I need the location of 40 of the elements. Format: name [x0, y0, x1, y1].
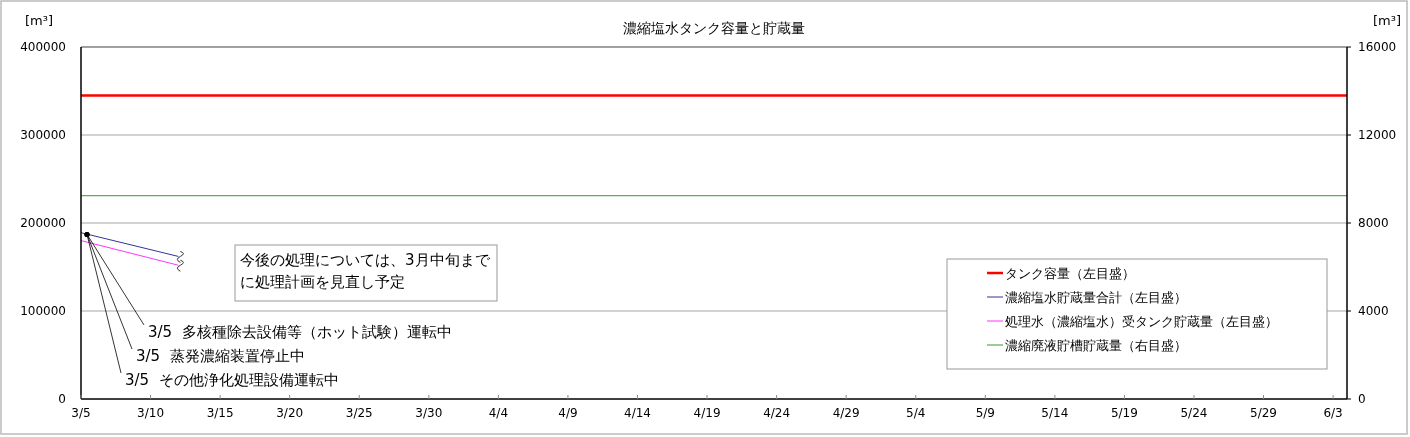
x-tick-label: 6/3	[1323, 406, 1343, 420]
x-tick-label: 3/25	[345, 406, 373, 420]
x-tick-label: 5/24	[1180, 406, 1208, 420]
x-tick-label: 5/29	[1250, 406, 1277, 420]
x-tick-label: 5/19	[1110, 406, 1138, 420]
annotation: 3/5 その他浄化処理設備運転中	[125, 371, 339, 389]
x-tick-label: 3/30	[415, 406, 443, 420]
x-tick-label: 3/20	[276, 406, 304, 420]
y-tick-label: 200000	[20, 216, 66, 230]
x-tick-label: 3/10	[137, 406, 165, 420]
x-tick-label: 5/9	[975, 406, 995, 420]
x-tick-label: 4/19	[693, 406, 721, 420]
x-tick-label: 5/4	[906, 406, 926, 420]
x-tick-label: 4/29	[832, 406, 860, 420]
legend-label: タンク容量（左目盛）	[1005, 266, 1135, 281]
legend-label: 処理水（濃縮塩水）受タンク貯蔵量（左目盛）	[1005, 314, 1278, 329]
x-tick-label: 4/4	[488, 406, 509, 420]
legend-label: 濃縮廃液貯槽貯蔵量（右目盛）	[1005, 338, 1187, 353]
y2-tick-label: 16000	[1358, 40, 1397, 54]
chart-title: 濃縮塩水タンク容量と貯蔵量	[623, 20, 805, 36]
annotation: 3/5 蒸発濃縮装置停止中	[136, 347, 305, 365]
y2-tick-label: 4000	[1358, 304, 1389, 318]
x-tick-label: 3/5	[71, 406, 91, 420]
annotation: 3/5 多核種除去設備等（ホット試験）運転中	[148, 323, 452, 341]
x-tick-label: 4/14	[624, 406, 651, 420]
x-tick-label: 4/24	[763, 406, 791, 420]
x-tick-label: 4/9	[558, 406, 578, 420]
legend-label: 濃縮塩水貯蔵量合計（左目盛）	[1005, 290, 1187, 305]
y-axis-title: [m³]	[25, 13, 54, 28]
y2-tick-label: 0	[1358, 392, 1366, 406]
y2-tick-label: 8000	[1358, 216, 1389, 230]
x-tick-label: 3/15	[206, 406, 234, 420]
y-tick-label: 0	[58, 392, 66, 406]
y-tick-label: 400000	[20, 40, 66, 54]
y2-axis-title: [m³]	[1373, 13, 1402, 28]
y-tick-label: 300000	[20, 128, 66, 142]
x-tick-label: 5/14	[1041, 406, 1069, 420]
annotation: 今後の処理については、3月中旬までに処理計画を見直し予定	[240, 251, 491, 291]
y2-tick-label: 12000	[1358, 128, 1397, 142]
y-tick-label: 100000	[20, 304, 66, 318]
